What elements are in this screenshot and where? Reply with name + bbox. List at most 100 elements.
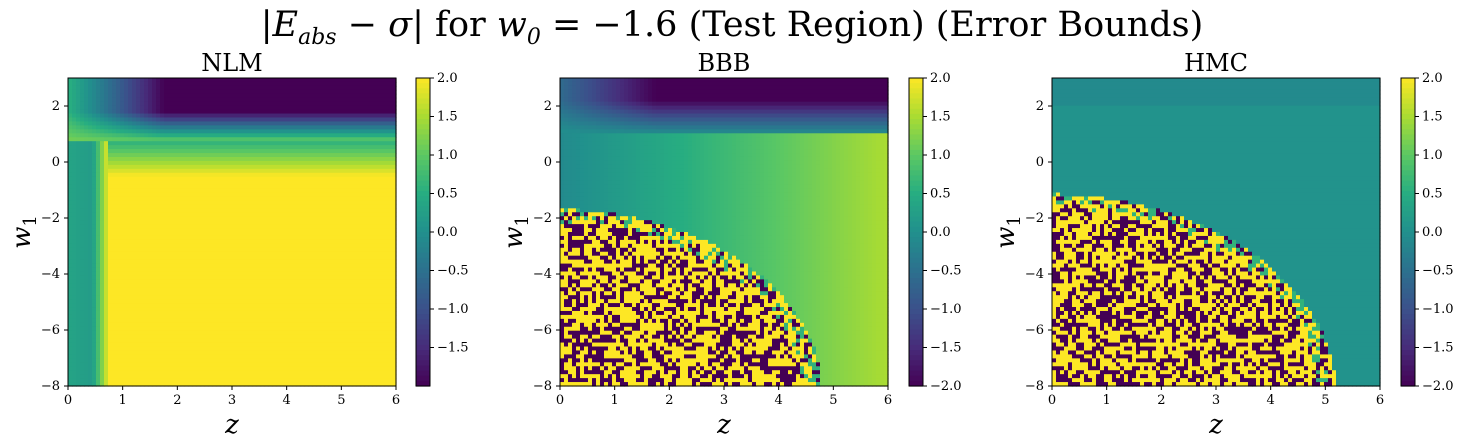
heatmap-cell [316, 93, 321, 99]
heatmap-cell [272, 279, 277, 284]
heatmap-cell [296, 275, 301, 280]
heatmap-cell [240, 117, 245, 123]
heatmap-cell [216, 204, 221, 209]
heatmap-cell [100, 188, 105, 194]
heatmap-cell [96, 382, 101, 387]
heatmap-cell [116, 338, 121, 344]
heatmap-cell [96, 362, 101, 367]
heatmap-cell [88, 362, 93, 367]
heatmap-cell [88, 275, 93, 280]
heatmap-cell [320, 78, 325, 83]
heatmap-cell [232, 204, 237, 209]
heatmap-cell [264, 338, 269, 344]
heatmap-cell [304, 149, 309, 154]
heatmap-cell [76, 342, 81, 348]
heatmap-cell [304, 224, 309, 229]
heatmap-cell [156, 318, 161, 324]
heatmap-cell [276, 295, 281, 300]
heatmap-cell [168, 137, 173, 142]
heatmap-cell [220, 160, 225, 166]
heatmap-cell [156, 176, 161, 182]
heatmap-cell [140, 318, 145, 324]
heatmap-cell [132, 121, 137, 126]
heatmap-cell [284, 121, 289, 126]
heatmap-cell [276, 125, 281, 130]
heatmap-cell [132, 370, 137, 375]
heatmap-cell [220, 149, 225, 154]
heatmap-cell [144, 307, 149, 312]
heatmap-cell [192, 97, 197, 103]
heatmap-cell [84, 145, 89, 150]
heatmap-cell [232, 334, 237, 340]
heatmap-cell [288, 255, 293, 261]
heatmap-cell [264, 125, 269, 130]
heatmap-cell [316, 168, 321, 174]
heatmap-cell [300, 224, 305, 229]
heatmap-cell [156, 228, 161, 233]
heatmap-cell [288, 105, 293, 111]
heatmap-cell [148, 192, 153, 198]
heatmap-cell [72, 275, 77, 280]
heatmap-cell [160, 208, 165, 213]
heatmap-cell [140, 378, 145, 383]
heatmap-cell [156, 208, 161, 213]
heatmap-cell [280, 303, 285, 308]
heatmap-cell [144, 156, 149, 162]
heatmap-cell [120, 113, 125, 119]
heatmap-cell [152, 129, 157, 134]
heatmap-cell [76, 192, 81, 198]
heatmap-cell [184, 366, 189, 371]
heatmap-cell [308, 164, 313, 170]
heatmap-cell [280, 121, 285, 126]
heatmap-cell [316, 101, 321, 107]
heatmap-cell [192, 153, 197, 158]
heatmap-cell [252, 113, 257, 119]
heatmap-cell [320, 247, 325, 253]
heatmap-cell [96, 303, 101, 308]
heatmap-cell [124, 334, 129, 340]
heatmap-cell [152, 188, 157, 194]
heatmap-cell [184, 279, 189, 284]
heatmap-cell [276, 137, 281, 142]
heatmap-cell [76, 224, 81, 229]
heatmap-cell [212, 192, 217, 198]
heatmap-cell [308, 93, 313, 99]
heatmap-cell [72, 279, 77, 284]
heatmap-cell [132, 212, 137, 217]
heatmap-cell [260, 113, 265, 119]
heatmap-cell [240, 267, 245, 273]
heatmap-cell [148, 354, 153, 359]
heatmap-cell [224, 93, 229, 99]
heatmap-cell [240, 85, 245, 91]
heatmap-cell [112, 145, 117, 150]
heatmap-cell [132, 271, 137, 277]
heatmap-cell [116, 141, 121, 146]
heatmap-cell [228, 362, 233, 367]
heatmap-cell [268, 117, 273, 123]
heatmap-cell [144, 172, 149, 178]
heatmap-cell [220, 366, 225, 371]
heatmap-cell [280, 255, 285, 261]
heatmap-cell [252, 156, 257, 162]
heatmap-cell [220, 78, 225, 83]
heatmap-cell [276, 255, 281, 261]
heatmap-cell [76, 204, 81, 209]
heatmap-cell [208, 156, 213, 162]
heatmap-cell [256, 326, 261, 332]
heatmap-cell [204, 303, 209, 308]
heatmap-cell [244, 78, 249, 83]
heatmap-cell [136, 133, 141, 138]
heatmap-cell [96, 338, 101, 344]
heatmap-cell [80, 133, 85, 138]
heatmap-cell [248, 153, 253, 158]
heatmap-cell [176, 374, 181, 379]
heatmap-cell [120, 251, 125, 257]
heatmap-cell [144, 113, 149, 119]
heatmap-cell [112, 275, 117, 280]
heatmap-cell [276, 354, 281, 359]
heatmap-cell [204, 97, 209, 103]
heatmap-cell [192, 172, 197, 178]
heatmap-cell [300, 283, 305, 288]
heatmap-cell [216, 303, 221, 308]
heatmap-cell [68, 168, 73, 174]
